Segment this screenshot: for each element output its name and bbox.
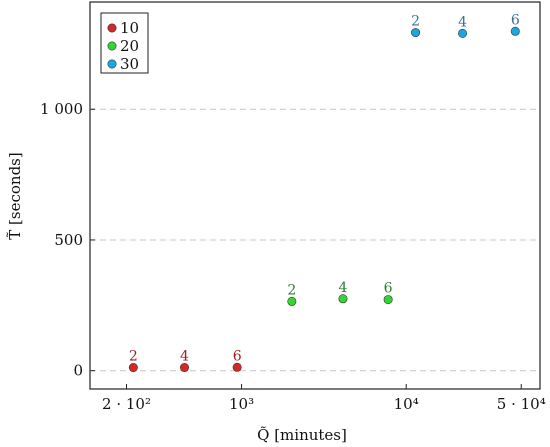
data-point-label: 6 (511, 12, 520, 28)
data-point-series-20 (383, 295, 393, 305)
data-point-series-20 (287, 296, 297, 306)
legend-label: 20 (120, 37, 139, 55)
data-points: 2 4 6 2 4 6 2 4 6 (128, 12, 520, 373)
legend-label: 30 (120, 55, 139, 73)
data-point-series-30 (458, 28, 468, 38)
plot-frame (89, 1, 541, 390)
data-point-label: 6 (233, 348, 242, 364)
legend-box (100, 12, 149, 74)
x-tick-label: 10⁴ (394, 395, 419, 413)
x-tick-label: 5 · 10⁴ (497, 395, 546, 413)
y-axis-label: T̃ [seconds] (6, 152, 24, 239)
x-axis-label: Q̃ [minutes] (257, 426, 347, 444)
legend-marker (107, 23, 117, 33)
data-point-series-30 (510, 26, 520, 36)
y-tick-label: 500 (54, 231, 83, 249)
legend-label: 10 (120, 19, 139, 37)
data-point-label: 2 (411, 14, 420, 30)
data-point-label: 4 (180, 349, 189, 365)
data-point-series-10 (128, 363, 138, 373)
gridlines (90, 108, 540, 372)
x-axis-ticks: 2 · 10² 10³ 10⁴ 5 · 10⁴ (102, 384, 546, 413)
y-tick-label: 1 000 (40, 100, 83, 118)
y-axis-ticks: 0 500 1 000 (40, 100, 95, 380)
data-point-series-30 (411, 28, 421, 38)
data-point-label: 2 (129, 349, 138, 365)
y-tick-label: 0 (73, 362, 83, 380)
data-point-label: 4 (339, 280, 348, 296)
legend-marker (107, 41, 117, 51)
legend-marker (107, 59, 117, 69)
x-tick-label: 2 · 10² (102, 395, 151, 413)
data-point-series-20 (338, 294, 348, 304)
data-point-series-10 (232, 362, 242, 372)
data-point-label: 2 (287, 282, 296, 298)
data-point-series-10 (179, 363, 189, 373)
data-point-label: 4 (458, 14, 467, 30)
x-tick-label: 10³ (229, 395, 254, 413)
data-point-label: 6 (384, 281, 393, 297)
